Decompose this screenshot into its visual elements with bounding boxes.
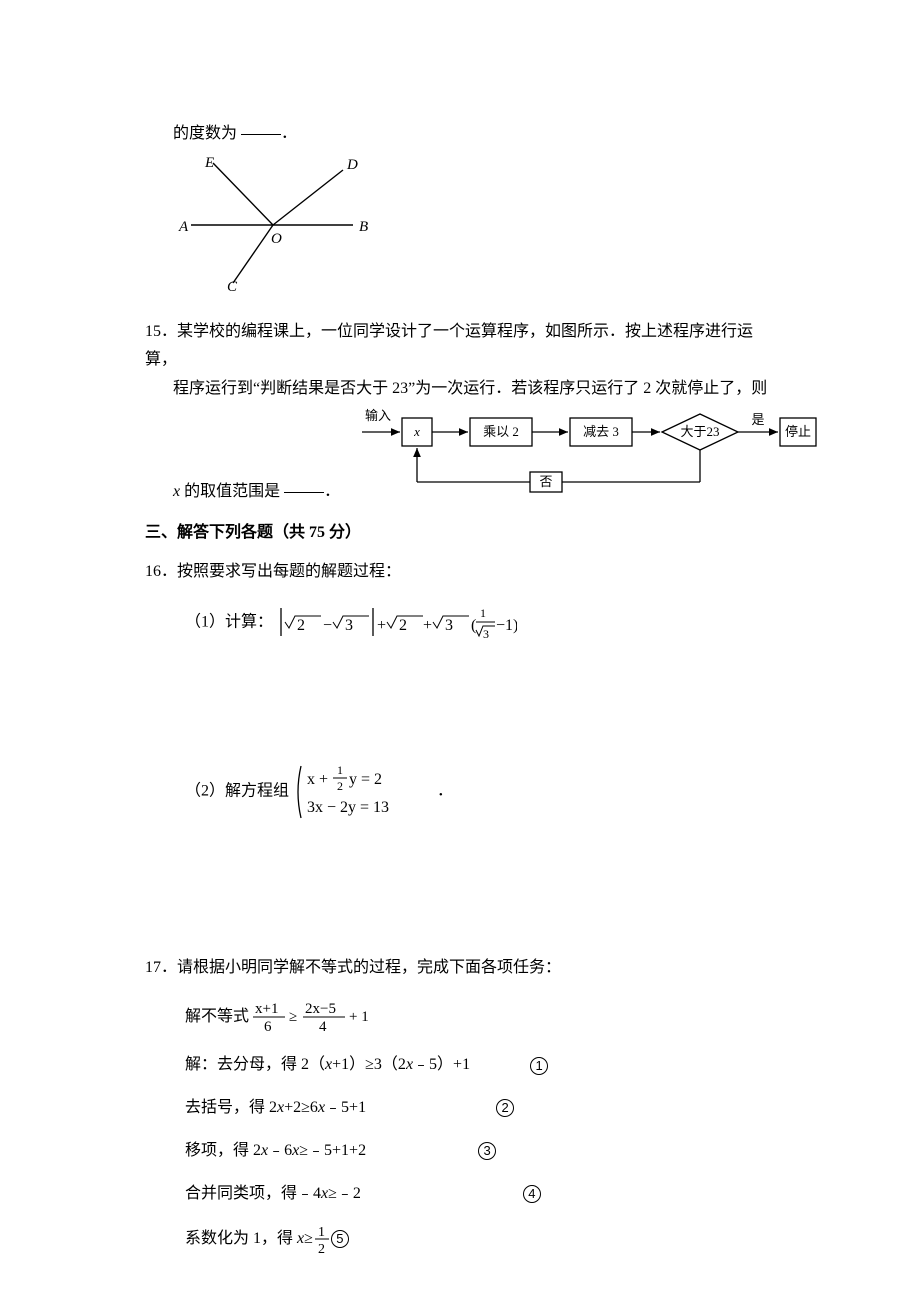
flow-mul: 乘以 2 <box>483 424 519 439</box>
q17-step-4: 合并同类项，得﹣4x≥﹣2 4 <box>145 1180 775 1209</box>
label-o: O <box>271 231 282 247</box>
q17-number: 17． <box>145 959 177 976</box>
svg-text:x+1: x+1 <box>255 1001 278 1017</box>
svg-text:y = 2: y = 2 <box>349 771 382 788</box>
q14-tail: 的度数为 ． <box>145 120 775 149</box>
svg-text:+: + <box>423 617 432 634</box>
q14-diagram: A B C D E O <box>173 155 775 306</box>
q15-line1: 某学校的编程课上，一位同学设计了一个运算程序，如图所示．按上述程序进行运算， <box>145 323 753 369</box>
circled-2: 2 <box>496 1099 514 1117</box>
svg-text:2x−5: 2x−5 <box>305 1001 336 1017</box>
q16-text: 按照要求写出每题的解题过程： <box>177 563 401 580</box>
q15-line3: x 的取值范围是 ． <box>145 478 340 507</box>
q17-head: 解不等式 x+1 6 ≥ 2x−5 4 + 1 <box>145 997 775 1037</box>
svg-text:3: 3 <box>445 617 453 634</box>
svg-text:6: 6 <box>264 1019 272 1035</box>
q14-text: 的度数为 <box>173 125 237 142</box>
q15-number: 15． <box>145 323 177 340</box>
label-a: A <box>178 219 189 235</box>
q17-ineq: x+1 6 ≥ 2x−5 4 + 1 <box>249 997 399 1037</box>
q15: 15．某学校的编程课上，一位同学设计了一个运算程序，如图所示．按上述程序进行运算… <box>145 318 775 376</box>
flow-no: 否 <box>540 474 553 489</box>
svg-text:2: 2 <box>297 617 305 634</box>
q16-sub2-label: （2）解方程组 <box>185 783 289 800</box>
svg-text:1: 1 <box>318 1225 325 1240</box>
svg-text:1: 1 <box>480 606 486 620</box>
svg-text:3: 3 <box>345 617 353 634</box>
q16-sub1-label: （1）计算： <box>185 614 273 631</box>
flow-x: x <box>413 424 420 439</box>
flow-sub: 减去 3 <box>583 424 619 439</box>
q15-line2-text: 程序运行到“判断结果是否大于 23”为一次运行．若该程序只运行了 2 次就停止了… <box>173 380 767 397</box>
svg-text:+: + <box>377 617 386 634</box>
svg-text:+ 1: + 1 <box>349 1009 369 1025</box>
q17-step-3: 移项，得 2x﹣6x≥﹣5+1+2 3 <box>145 1137 775 1166</box>
circled-5: 5 <box>331 1230 349 1248</box>
label-c: C <box>227 279 238 295</box>
q16-number: 16． <box>145 563 177 580</box>
svg-text:3: 3 <box>483 627 489 641</box>
q16-sub1: （1）计算： 2 − 3 + 2 + 3 ( 1 3 −1); <box>145 602 775 644</box>
q16: 16．按照要求写出每题的解题过程： <box>145 558 775 587</box>
flow-yes: 是 <box>752 412 765 427</box>
blank-underline <box>284 492 324 493</box>
flow-cond: 大于23 <box>681 424 720 439</box>
circled-3: 3 <box>478 1142 496 1160</box>
blank-underline <box>241 134 281 135</box>
svg-text:−1);: −1); <box>496 617 517 634</box>
label-d: D <box>346 157 358 173</box>
q15-flowchart: 输入 x 乘以 2 减去 3 大于23 是 停止 否 <box>360 404 820 515</box>
svg-text:(: ( <box>471 617 476 634</box>
svg-text:3x − 2y = 13: 3x − 2y = 13 <box>307 799 389 816</box>
q17-step5-frac: 1 2 <box>313 1222 331 1256</box>
circled-4: 4 <box>523 1185 541 1203</box>
label-e: E <box>204 155 214 171</box>
label-b: B <box>359 219 368 235</box>
svg-text:2: 2 <box>399 617 407 634</box>
flow-input: 输入 <box>365 408 391 423</box>
flow-stop: 停止 <box>785 424 811 439</box>
q16-expr1: 2 − 3 + 2 + 3 ( 1 3 −1); <box>277 602 517 644</box>
q15-line3-text: 的取值范围是 <box>180 483 280 500</box>
section-3-title: 三、解答下列各题（共 75 分） <box>145 519 775 548</box>
svg-text:1: 1 <box>337 763 343 777</box>
q17-text: 请根据小明同学解不等式的过程，完成下面各项任务： <box>177 959 561 976</box>
q16-expr2: x + 1 2 y = 2 3x − 2y = 13 <box>293 760 433 824</box>
q17-head-label: 解不等式 <box>185 1003 249 1032</box>
svg-text:≥: ≥ <box>289 1009 297 1025</box>
q17: 17．请根据小明同学解不等式的过程，完成下面各项任务： <box>145 954 775 983</box>
svg-text:2: 2 <box>337 779 343 793</box>
circled-1: 1 <box>530 1057 548 1075</box>
svg-text:−: − <box>323 617 332 634</box>
svg-text:x +: x + <box>307 771 328 788</box>
q17-step-5: 系数化为 1，得 x≥ 1 2 5 <box>145 1222 775 1256</box>
svg-text:2: 2 <box>318 1242 325 1256</box>
q16-sub2: （2）解方程组 x + 1 2 y = 2 3x − 2y = 13 ． <box>145 760 775 824</box>
period: ． <box>437 783 453 800</box>
q17-step-2: 去括号，得 2x+2≥6x﹣5+1 2 <box>145 1094 775 1123</box>
svg-text:4: 4 <box>319 1019 327 1035</box>
q17-step-1: 解：去分母，得 2（x+1）≥3（2x﹣5）+1 1 <box>145 1051 775 1080</box>
q15-line2: 程序运行到“判断结果是否大于 23”为一次运行．若该程序只运行了 2 次就停止了… <box>145 375 775 404</box>
